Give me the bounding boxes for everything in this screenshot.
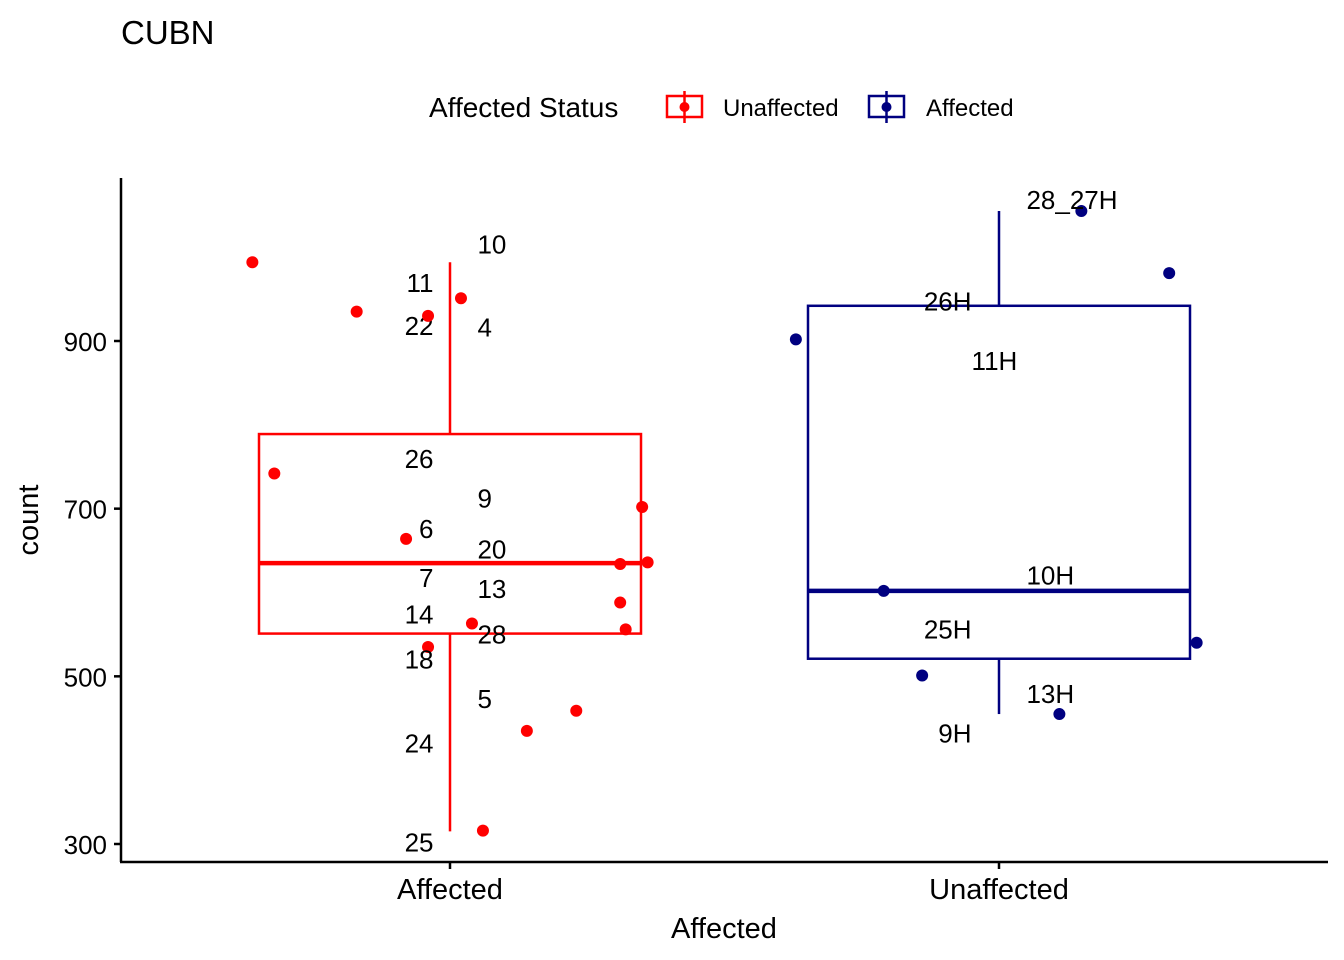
data-point: [422, 640, 435, 653]
chart-title: CUBN: [121, 14, 215, 51]
data-point-label: 26: [405, 444, 434, 474]
data-point: [520, 724, 533, 737]
y-tick-label: 500: [64, 662, 107, 692]
data-point: [614, 557, 627, 570]
box-iqr: [257, 432, 643, 635]
data-point-label: 4: [477, 313, 491, 343]
y-tick-label: 300: [64, 830, 107, 860]
legend-key-unaffected-dot: [679, 102, 690, 112]
data-point: [454, 292, 467, 305]
data-point: [1190, 636, 1203, 649]
data-point: [350, 305, 363, 318]
data-point-label: 5: [477, 684, 491, 714]
y-tick-label: 900: [64, 327, 107, 357]
data-point: [570, 704, 583, 717]
data-point-label: 24: [405, 728, 434, 758]
data-point-label: 13: [477, 574, 506, 604]
data-point-label: 28_27H: [1026, 185, 1117, 215]
data-point: [614, 596, 627, 609]
data-point: [400, 532, 413, 545]
data-point: [789, 333, 802, 346]
data-point-label: 10: [477, 230, 506, 260]
y-tick-label: 700: [64, 495, 107, 525]
data-point-label: 11: [407, 268, 434, 298]
data-point-label: 9H: [938, 718, 971, 748]
data-point: [636, 500, 649, 513]
data-point-label: 25H: [924, 614, 972, 644]
data-point: [619, 623, 632, 636]
y-axis-title: count: [13, 485, 45, 556]
box-iqr: [806, 304, 1192, 660]
data-point: [916, 669, 929, 682]
data-point: [1075, 205, 1088, 218]
data-point: [641, 556, 654, 569]
data-point-label: 13H: [1026, 679, 1074, 709]
data-point-label: 7: [419, 563, 433, 593]
data-point: [465, 617, 478, 630]
data-point: [246, 256, 259, 269]
data-point-label: 28: [477, 619, 506, 649]
data-point-label: 9: [477, 484, 491, 514]
data-point: [422, 309, 435, 322]
legend-key-affected: [867, 91, 906, 123]
data-point-label: 11H: [972, 346, 1018, 376]
data-point-label: 26H: [924, 287, 972, 317]
data-point: [1053, 708, 1066, 721]
legend-key-affected-dot: [881, 102, 892, 112]
legend-title: Affected Status: [429, 92, 618, 123]
x-tick-label: Affected: [397, 874, 503, 906]
data-point-label: 20: [477, 535, 506, 565]
x-axis-title: Affected: [671, 913, 777, 945]
data-point-label: 10H: [1026, 561, 1074, 591]
data-point-label: 6: [419, 514, 433, 544]
data-point: [268, 467, 281, 480]
data-point-label: 18: [405, 645, 434, 675]
legend-key-unaffected: [665, 91, 704, 123]
data-point: [476, 824, 489, 837]
data-point: [1163, 267, 1176, 280]
legend: Affected Status Unaffected Affected: [429, 91, 1014, 123]
legend-label-affected: Affected: [926, 95, 1014, 122]
data-point-label: 25: [405, 827, 434, 857]
data-point: [877, 584, 890, 597]
data-point-label: 14: [405, 599, 434, 629]
x-tick-label: Unaffected: [929, 874, 1069, 906]
legend-label-unaffected: Unaffected: [723, 95, 839, 122]
